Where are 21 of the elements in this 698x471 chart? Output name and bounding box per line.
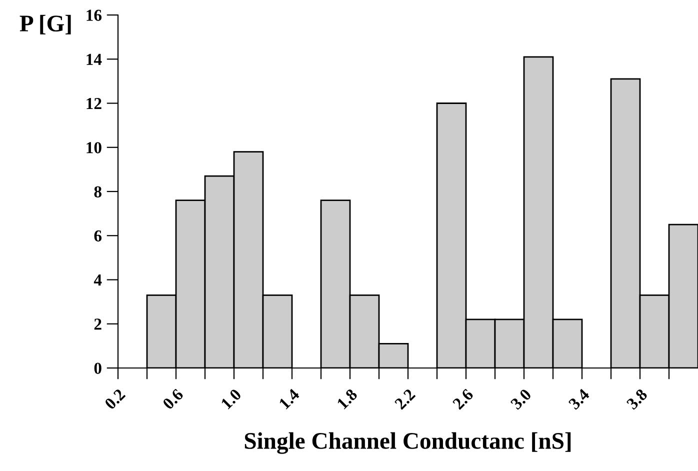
x-tick-label: 2.2 <box>394 388 416 410</box>
x-tick-label: 3.0 <box>510 388 532 410</box>
x-tick-label: 3.4 <box>568 388 590 410</box>
x-tick-label: 0.6 <box>162 388 184 410</box>
y-tick-label: 12 <box>86 98 102 110</box>
y-tick-label: 8 <box>94 186 102 198</box>
y-tick-label: 2 <box>94 318 102 330</box>
x-tick-label: 0.2 <box>104 388 126 410</box>
y-tick-label: 6 <box>94 230 102 242</box>
x-tick-label: 1.0 <box>220 388 242 410</box>
x-tick-label: 1.8 <box>336 388 358 410</box>
x-axis-title: Single Channel Conductanc [nS] <box>244 432 571 454</box>
y-tick-label: 4 <box>94 274 102 286</box>
y-tick-label: 16 <box>86 10 102 21</box>
y-axis-title: P [G] <box>20 14 71 34</box>
y-tick-label: 0 <box>94 362 102 374</box>
y-tick-label: 14 <box>86 54 102 65</box>
x-tick-label: 3.8 <box>626 388 648 410</box>
y-tick-label: 10 <box>86 142 102 154</box>
x-tick-label: 1.4 <box>278 388 300 410</box>
x-tick-label: 2.6 <box>452 388 474 410</box>
